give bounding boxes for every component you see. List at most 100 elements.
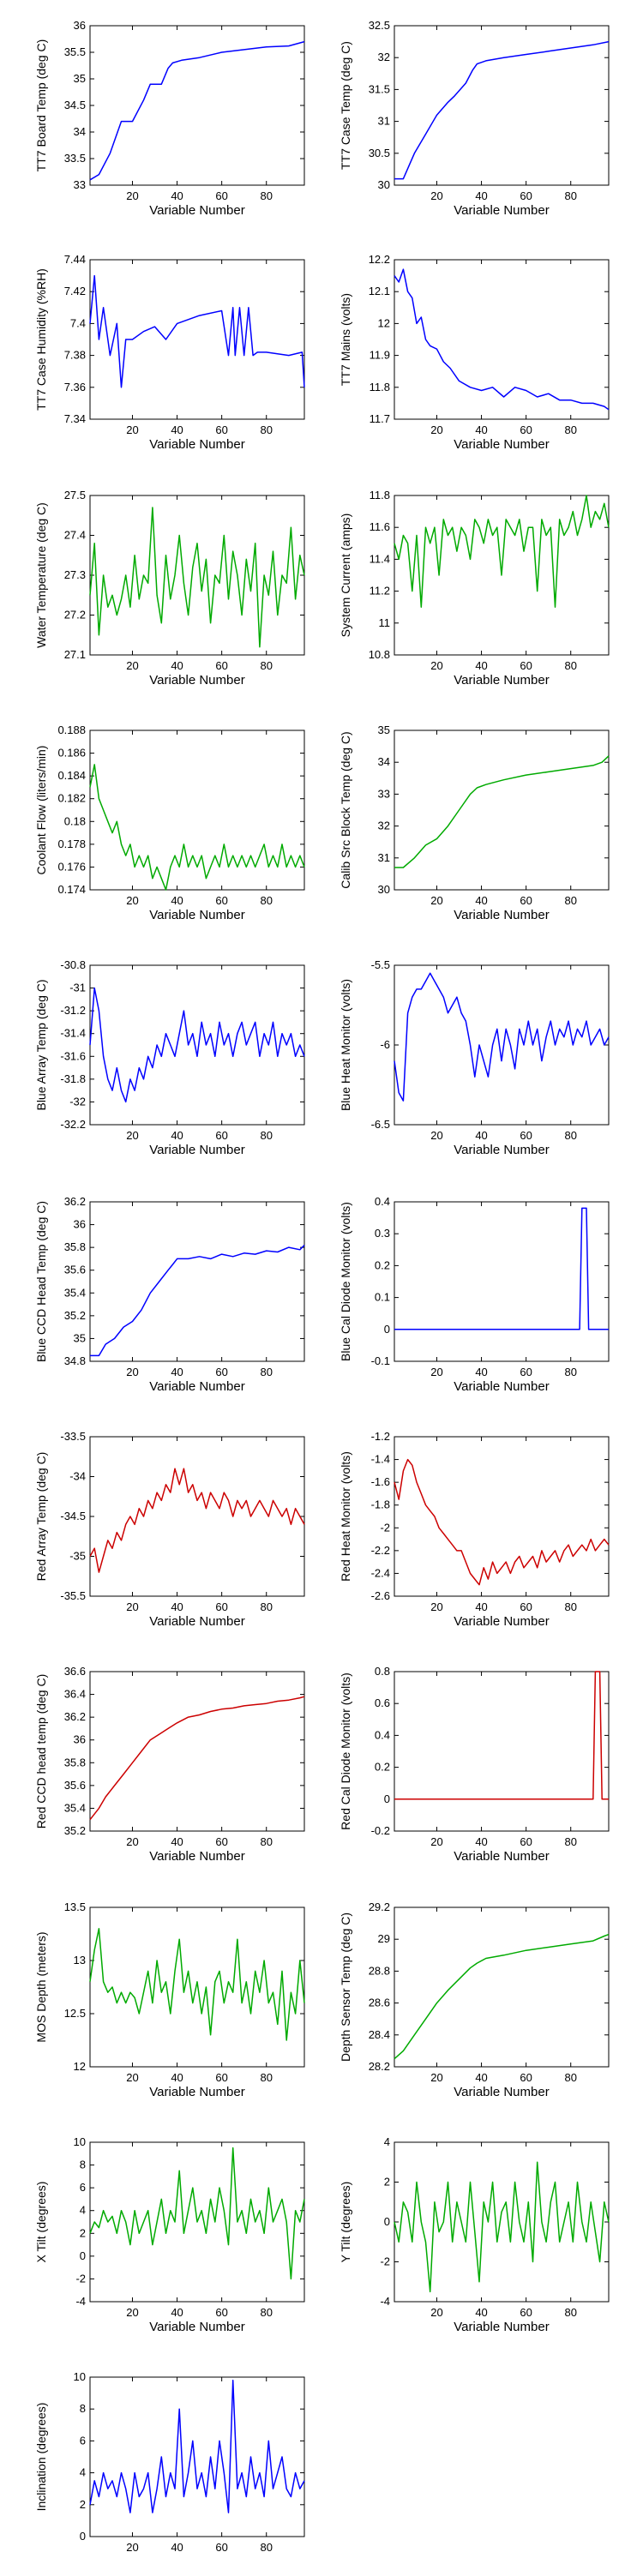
y-tick-label: 36.4 — [64, 1688, 86, 1701]
plot-frame — [89, 1671, 305, 1832]
x-tick-label: 60 — [520, 1366, 532, 1378]
x-tick-label: 40 — [171, 1366, 183, 1378]
y-tick-label: 29.2 — [369, 1900, 390, 1913]
x-tick-label: 20 — [126, 1366, 138, 1378]
y-tick-label: -0.1 — [371, 1354, 390, 1367]
x-axis-label: Variable Number — [149, 1849, 244, 1864]
y-tick-label: 27.1 — [64, 648, 86, 661]
x-tick-label: 80 — [564, 189, 576, 202]
y-tick-label: 27.4 — [64, 529, 86, 542]
y-tick-label: -1.8 — [371, 1498, 390, 1511]
y-axis-label: Blue CCD Head Temp (deg C) — [34, 1201, 48, 1362]
chart-panel-1: 30 30.5 31 31.5 32 32.5 20 40 60 80 Variable Numbe… — [339, 19, 610, 218]
y-tick-label: 30.5 — [369, 147, 390, 159]
y-tick-label: 35 — [74, 72, 86, 85]
x-axis-label: Variable Number — [454, 2320, 549, 2334]
y-tick-label: 0.8 — [375, 1665, 390, 1678]
x-tick-label: 40 — [475, 894, 487, 907]
x-tick-label: 40 — [475, 2306, 487, 2319]
y-tick-label: 11.7 — [370, 412, 390, 425]
chart-panel-9: -6.5 -6 -5.5 20 40 60 80 Variable Number Blue He… — [339, 958, 610, 1157]
x-tick-label: 20 — [126, 1129, 138, 1142]
plot-frame — [394, 1671, 610, 1832]
y-tick-label: -1.2 — [371, 1430, 390, 1443]
y-tick-label: -31.2 — [60, 1004, 86, 1017]
series-line-0 — [89, 987, 305, 1103]
y-tick-label: 11 — [379, 616, 391, 629]
y-tick-label: 0 — [384, 2215, 390, 2228]
plot-frame — [394, 1201, 610, 1362]
x-tick-label: 20 — [126, 659, 138, 672]
y-tick-label: 33 — [74, 178, 86, 191]
y-tick-label: -2.4 — [371, 1566, 390, 1579]
x-tick-label: 20 — [430, 2071, 442, 2084]
y-tick-label: 0.184 — [57, 769, 86, 782]
x-tick-label: 20 — [126, 189, 138, 202]
y-tick-label: -4 — [75, 2295, 86, 2308]
y-tick-label: 35.6 — [64, 1264, 86, 1276]
chart-panel-10: 34.8 35 35.2 35.4 35.6 35.8 36 36.2 20 40 60 80 Vari… — [34, 1195, 305, 1394]
y-tick-label: 32 — [378, 51, 390, 63]
y-axis-label: Red CCD head temp (deg C) — [34, 1674, 48, 1829]
y-tick-label: 30 — [378, 178, 390, 191]
plot-frame — [89, 1906, 305, 2068]
series-line-0 — [394, 1458, 610, 1586]
series-line-0 — [89, 764, 305, 891]
series-line-0 — [89, 2379, 305, 2513]
y-axis-label: Coolant Flow (liters/min) — [34, 746, 48, 875]
series-line-0 — [394, 2161, 610, 2293]
x-tick-label: 60 — [520, 1835, 532, 1848]
x-axis-label: Variable Number — [454, 673, 549, 688]
x-tick-label: 40 — [475, 1366, 487, 1378]
y-tick-label: 0.4 — [375, 1195, 390, 1208]
x-axis-label: Variable Number — [149, 437, 244, 452]
x-axis-label: Variable Number — [149, 1143, 244, 1157]
y-tick-label: 12 — [378, 316, 390, 329]
x-tick-label: 40 — [171, 189, 183, 202]
y-tick-label: -31.6 — [60, 1049, 86, 1062]
y-tick-label: 27.2 — [64, 609, 86, 621]
x-tick-label: 40 — [475, 1835, 487, 1848]
plot-frame — [89, 1201, 305, 1362]
x-tick-label: 60 — [215, 2071, 227, 2084]
y-axis-label: Blue Heat Monitor (volts) — [339, 979, 352, 1111]
x-tick-label: 20 — [430, 659, 442, 672]
y-tick-label: 36 — [74, 1733, 86, 1746]
y-tick-label: 10 — [74, 2370, 86, 2383]
y-axis-label: Water Temperature (deg C) — [34, 502, 48, 648]
x-tick-label: 80 — [260, 1835, 272, 1848]
y-tick-label: 4 — [80, 2466, 86, 2479]
y-axis-label: TT7 Mains (volts) — [339, 293, 352, 386]
x-tick-label: 80 — [260, 1129, 272, 1142]
x-tick-label: 60 — [520, 2071, 532, 2084]
y-tick-label: 35 — [378, 724, 390, 736]
y-tick-label: 35.4 — [64, 1286, 86, 1299]
y-tick-label: -5.5 — [371, 958, 390, 971]
series-line-0 — [90, 1244, 305, 1357]
y-tick-label: 32 — [378, 820, 390, 832]
chart-panel-11: -0.1 0 0.1 0.2 0.3 0.4 20 40 60 80 Variable Number… — [339, 1195, 610, 1394]
x-tick-label: 60 — [215, 189, 227, 202]
y-tick-label: -31 — [69, 982, 86, 994]
plot-frame — [394, 25, 610, 186]
chart-panel-4: 27.1 27.2 27.3 27.4 27.5 20 40 60 80 Variable Num… — [34, 489, 305, 688]
y-tick-label: 0 — [384, 1323, 390, 1336]
y-tick-label: 7.4 — [70, 316, 86, 329]
series-line-0 — [394, 495, 610, 608]
y-tick-label: 28.8 — [369, 1964, 390, 1977]
y-tick-label: -2.6 — [371, 1589, 390, 1602]
y-tick-label: 11.4 — [370, 552, 390, 565]
y-tick-label: 35.8 — [64, 1240, 86, 1253]
x-tick-label: 60 — [215, 1600, 227, 1613]
x-tick-label: 60 — [215, 894, 227, 907]
y-tick-label: 4 — [80, 2204, 86, 2217]
x-tick-label: 40 — [475, 659, 487, 672]
y-tick-label: 0.2 — [375, 1258, 390, 1271]
y-tick-label: 35.6 — [64, 1779, 86, 1792]
plot-frame — [394, 964, 610, 1126]
y-tick-label: 0.2 — [375, 1761, 390, 1774]
x-axis-label: Variable Number — [454, 2085, 549, 2099]
series-line-0 — [89, 274, 305, 388]
x-tick-label: 40 — [475, 1129, 487, 1142]
y-tick-label: 4 — [384, 2135, 390, 2148]
